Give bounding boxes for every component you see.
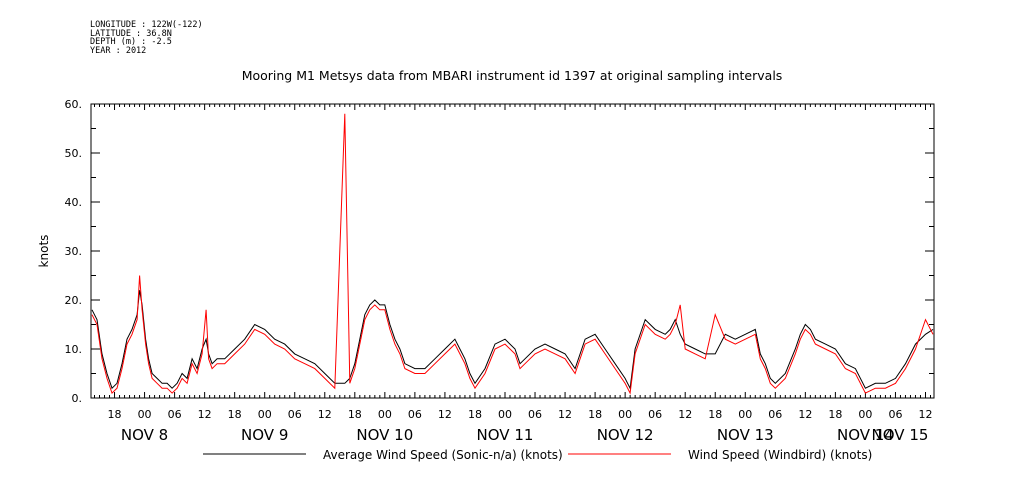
x-tick-label: 18 <box>108 408 122 421</box>
x-tick-label: 12 <box>318 408 332 421</box>
x-tick-label: 12 <box>558 408 572 421</box>
x-tick-label: 18 <box>348 408 362 421</box>
x-day-label: NOV 9 <box>241 426 288 444</box>
x-tick-label: 00 <box>738 408 752 421</box>
y-axis-label: knots <box>37 235 51 268</box>
y-tick-label: 50. <box>65 147 83 160</box>
x-tick-label: 06 <box>168 408 182 421</box>
x-tick-label: 12 <box>438 408 452 421</box>
y-tick-label: 20. <box>65 294 83 307</box>
series-windbird-wind-speed <box>91 113 934 395</box>
latitude-label: LATITUDE : 36.8N <box>90 28 172 39</box>
x-day-label: NOV 10 <box>356 426 413 444</box>
y-tick-label: 0. <box>72 392 83 405</box>
x-tick-label: 12 <box>198 408 212 421</box>
x-day-label: NOV 11 <box>477 426 534 444</box>
x-tick-label: 06 <box>888 408 902 421</box>
chart-title: Mooring M1 Metsys data from MBARI instru… <box>242 68 783 83</box>
longitude-label: LONGITUDE : 122W(-122) <box>90 20 203 30</box>
y-tick-label: 60. <box>65 98 83 111</box>
plot-frame <box>90 103 935 399</box>
x-tick-label: 18 <box>468 408 482 421</box>
y-tick-label: 30. <box>65 245 83 258</box>
series-layer <box>91 113 934 395</box>
x-tick-label: 00 <box>258 408 272 421</box>
y-tick-label: 40. <box>65 196 83 209</box>
x-tick-label: 00 <box>858 408 872 421</box>
x-tick-label: 18 <box>228 408 242 421</box>
x-day-label: NOV 12 <box>597 426 654 444</box>
depth-label: DEPTH (m) : -2.5 <box>90 37 172 48</box>
x-tick-label: 18 <box>588 408 602 421</box>
x-tick-label: 00 <box>618 408 632 421</box>
x-tick-label: 06 <box>648 408 662 421</box>
x-tick-label: 06 <box>528 408 542 421</box>
x-tick-label: 00 <box>498 408 512 421</box>
legend-label-windbird: Wind Speed (Windbird) (knots) <box>688 448 872 462</box>
legend: Average Wind Speed (Sonic-n/a) (knots) W… <box>203 448 872 462</box>
x-tick-label: 12 <box>918 408 932 421</box>
x-day-label: NOV 8 <box>121 426 168 444</box>
legend-label-average: Average Wind Speed (Sonic-n/a) (knots) <box>323 448 563 462</box>
x-tick-label: 00 <box>378 408 392 421</box>
x-tick-label: 06 <box>288 408 302 421</box>
x-day-label: NOV 14 <box>837 426 894 444</box>
y-tick-label: 10. <box>65 343 83 356</box>
x-tick-label: 06 <box>408 408 422 421</box>
x-day-label: NOV 13 <box>717 426 774 444</box>
year-label: YEAR : 2012 <box>90 45 147 56</box>
x-axis: 18 00 06 12 18 00 06 12 18 00 06 12 18 00 06 12 18 00 06 12… <box>94 104 932 444</box>
x-day-label: NOV 15 <box>872 426 929 444</box>
y-axis: 0. 10. 20. 30. 40. 50. 60. <box>65 98 934 405</box>
metadata-block: LONGITUDE : 122W(-122) LATITUDE : 36.8N … <box>90 21 203 55</box>
x-tick-label: 00 <box>138 408 152 421</box>
x-tick-label: 18 <box>828 408 842 421</box>
x-tick-label: 06 <box>768 408 782 421</box>
x-tick-label: 12 <box>678 408 692 421</box>
series-average-wind-speed <box>91 290 934 390</box>
x-tick-label: 12 <box>798 408 812 421</box>
x-tick-label: 18 <box>708 408 722 421</box>
